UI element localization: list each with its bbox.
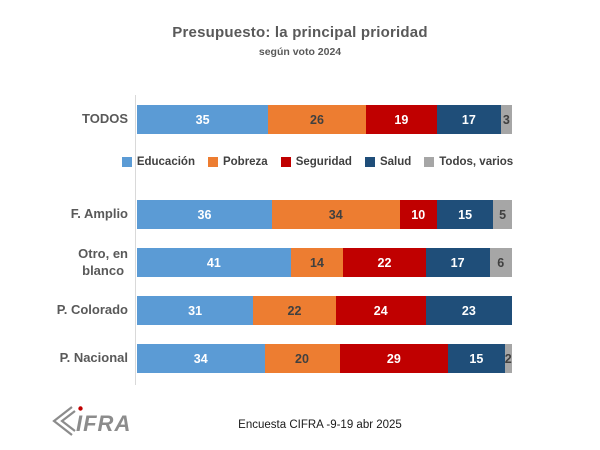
category-label-p-colorado: P. Colorado [56,302,128,318]
legend-label-educacion: Educación [136,156,195,168]
segment-f-amplio-salud: 15 [437,200,494,229]
category-axis-line [135,95,136,385]
segment-p-nacional-seguridad: 29 [339,344,449,373]
segment-todos-salud: 17 [437,105,501,134]
chart-row-p-colorado: P. Colorado 31 22 24 23 [0,296,600,325]
cifra-logo-graphic: IFRA [52,406,131,436]
legend-label-seguridad: Seguridad [295,156,352,168]
chart-legend: Educación Pobreza Seguridad Salud Todos, var… [35,152,600,172]
stacked-bar-p-nacional: 34 20 29 15 2 [137,344,512,373]
stacked-bar-todos: 35 26 19 17 3 [137,105,512,134]
segment-p-colorado-educacion: 31 [137,296,254,325]
segment-p-nacional-educacion: 34 [137,344,265,373]
legend-swatch-seguridad [280,157,291,167]
chart-title: Presupuesto: la principal prioridad [172,24,428,41]
segment-otro-en-blanco-todos-varios: 6 [489,248,512,277]
legend-item-pobreza: Pobreza [207,156,268,168]
source-caption: Encuesta CIFRA -9-19 abr 2025 [238,419,402,431]
chart-subtitle: según voto 2024 [258,46,342,58]
segment-p-colorado-seguridad: 24 [335,296,426,325]
logo-dot-icon [78,406,83,411]
segment-p-nacional-todos-varios: 2 [504,344,512,373]
cifra-logo: IFRA [48,401,138,441]
category-label-cell: F. Amplio [0,200,128,229]
stacked-bar-chart: Educación Pobreza Seguridad Salud Todos, var… [0,95,600,385]
segment-f-amplio-pobreza: 34 [272,200,400,229]
legend-swatch-salud [364,157,375,167]
legend-item-todos-varios: Todos, varios [424,156,513,168]
chart-row-p-nacional: P. Nacional 34 20 29 15 2 [0,344,600,373]
segment-todos-seguridad: 19 [365,105,437,134]
segment-todos-educacion: 35 [137,105,269,134]
legend-item-educacion: Educación [121,156,195,168]
legend-swatch-pobreza [207,157,218,167]
segment-f-amplio-educacion: 36 [137,200,272,229]
legend-item-seguridad: Seguridad [280,156,352,168]
chart-row-todos: TODOS 35 26 19 17 3 [0,105,600,134]
segment-p-nacional-salud: 15 [448,344,505,373]
segment-todos-todos-varios: 3 [500,105,512,134]
chart-row-otro-en-blanco: Otro, en blanco 41 14 22 17 6 [0,246,600,278]
segment-f-amplio-todos-varios: 5 [493,200,512,229]
segment-p-nacional-pobreza: 20 [264,344,340,373]
legend-label-salud: Salud [379,156,412,168]
category-label-p-nacional: P. Nacional [59,350,128,366]
category-label-f-amplio: F. Amplio [70,206,128,222]
category-label-cell: Otro, en blanco [0,246,128,278]
category-label-todos: TODOS [82,111,128,127]
segment-todos-pobreza: 26 [268,105,366,134]
stacked-bar-otro-en-blanco: 41 14 22 17 6 [137,248,512,277]
stacked-bar-f-amplio: 36 34 10 15 5 [137,200,512,229]
segment-otro-en-blanco-educacion: 41 [137,248,291,277]
segment-p-colorado-salud: 23 [425,296,512,325]
legend-swatch-todos-varios [424,157,435,167]
segment-f-amplio-seguridad: 10 [399,200,437,229]
segment-otro-en-blanco-seguridad: 22 [343,248,426,277]
category-label-cell: TODOS [0,105,128,134]
segment-otro-en-blanco-salud: 17 [425,248,490,277]
category-label-cell: P. Colorado [0,296,128,325]
legend-label-pobreza: Pobreza [222,156,268,168]
segment-p-colorado-pobreza: 22 [253,296,336,325]
chart-row-f-amplio: F. Amplio 36 34 10 15 5 [0,200,600,229]
legend-label-todos-varios: Todos, varios [439,156,514,168]
category-label-cell: P. Nacional [0,344,128,373]
stacked-bar-p-colorado: 31 22 24 23 [137,296,512,325]
legend-item-salud: Salud [364,156,412,168]
legend-swatch-educacion [121,157,132,167]
logo-text: IFRA [76,411,131,436]
segment-otro-en-blanco-pobreza: 14 [290,248,344,277]
category-label-otro-en-blanco: Otro, en blanco [78,246,128,278]
